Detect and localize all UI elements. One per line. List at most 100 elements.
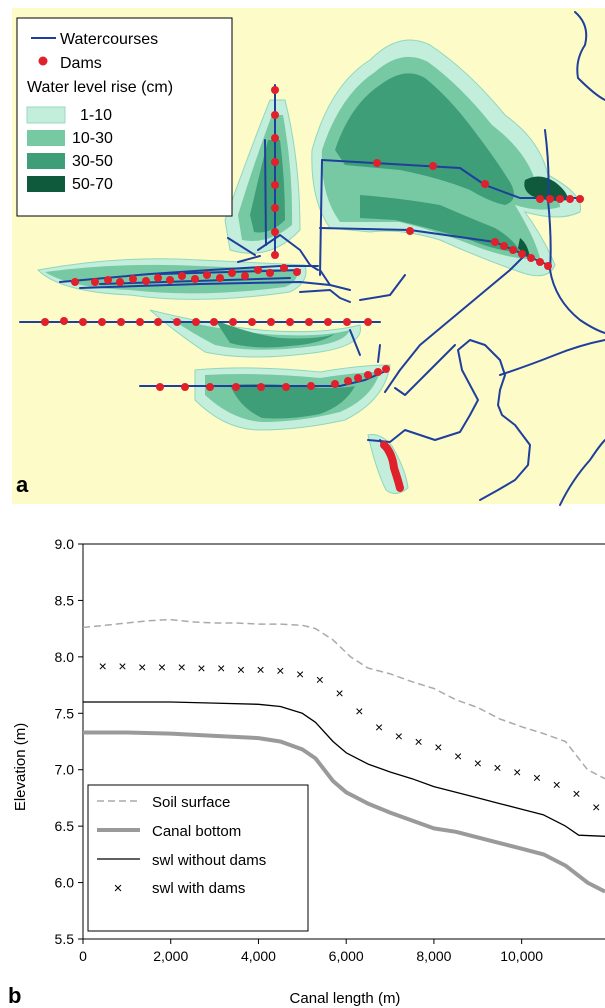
dam <box>354 374 362 382</box>
dam <box>228 269 236 277</box>
point-swl-with-dams: × <box>474 755 482 771</box>
dam <box>343 318 351 326</box>
dams <box>41 86 584 391</box>
dam <box>271 204 279 212</box>
dam <box>254 266 262 274</box>
legend-class-50-70: 50-70 <box>72 176 113 193</box>
dam <box>374 368 382 376</box>
dam <box>271 181 279 189</box>
dam <box>373 159 381 167</box>
dam <box>257 383 265 391</box>
x-tick-label: 0 <box>79 948 87 964</box>
dam <box>576 195 584 203</box>
panel-a-map: Watercourses Dams Water level rise (cm) … <box>12 8 605 506</box>
dam <box>271 251 279 259</box>
point-swl-with-dams: × <box>355 703 363 719</box>
dam <box>154 318 162 326</box>
y-tick-label: 5.5 <box>55 931 75 947</box>
dam <box>241 272 249 280</box>
dam <box>71 278 79 286</box>
point-swl-with-dams: × <box>217 660 225 676</box>
series-swl-without-dams <box>83 701 605 837</box>
point-swl-with-dams: × <box>592 799 600 815</box>
dam <box>267 318 275 326</box>
point-swl-with-dams: × <box>158 659 166 675</box>
dam <box>156 383 164 391</box>
dam <box>60 317 68 325</box>
point-swl-with-dams: × <box>296 666 304 682</box>
legend-class-30-50: 30-50 <box>72 153 113 170</box>
dam <box>546 195 554 203</box>
legend-swatch-30-50 <box>27 153 65 169</box>
dam <box>210 318 218 326</box>
dam <box>117 318 125 326</box>
dam <box>192 318 200 326</box>
legend-swl-with-dams: swl with dams <box>152 880 245 897</box>
dam <box>382 365 390 373</box>
dam <box>98 318 106 326</box>
point-swl-with-dams: × <box>375 719 383 735</box>
dam <box>104 276 112 284</box>
dam <box>481 180 489 188</box>
legend-swatch-10-30 <box>27 130 65 146</box>
legend-class-1-10: 1-10 <box>80 107 112 124</box>
dam <box>129 275 137 283</box>
point-swl-with-dams: × <box>493 759 501 775</box>
water-rise-zone-50-70 <box>518 176 568 258</box>
dam <box>500 242 508 250</box>
dam <box>536 195 544 203</box>
dam <box>307 382 315 390</box>
dam <box>248 318 256 326</box>
dam <box>305 318 313 326</box>
dam <box>142 277 150 285</box>
legend-swatch-1-10 <box>26 106 66 124</box>
y-tick-label: 8.0 <box>55 649 75 665</box>
series-canal-bottom <box>83 730 605 894</box>
point-swl-with-dams: × <box>572 785 580 801</box>
point-swl-with-dams: × <box>434 739 442 755</box>
dam <box>331 380 339 388</box>
dam <box>556 195 564 203</box>
dam-legend-symbol <box>38 56 48 66</box>
dam <box>271 86 279 94</box>
dam <box>41 318 49 326</box>
point-swl-with-dams: × <box>118 658 126 674</box>
x-tick-label: 10,000 <box>500 948 543 964</box>
dam <box>566 195 574 203</box>
dam <box>491 238 499 246</box>
dam <box>91 278 99 286</box>
dam <box>116 278 124 286</box>
dam <box>229 318 237 326</box>
point-swl-with-dams: × <box>513 764 521 780</box>
legend-dams: Dams <box>60 55 102 72</box>
point-swl-with-dams: × <box>395 728 403 744</box>
y-tick-label: 8.5 <box>55 592 75 608</box>
chart-legend-box <box>87 784 309 932</box>
dam <box>282 383 290 391</box>
dam <box>364 318 372 326</box>
dam <box>364 371 372 379</box>
dam <box>271 134 279 142</box>
series-soil-surface <box>82 618 605 780</box>
x-tick-label: 4,000 <box>241 948 276 964</box>
dam <box>136 318 144 326</box>
dam <box>203 271 211 279</box>
dam <box>154 274 162 282</box>
y-tick-label: 7.0 <box>55 762 75 778</box>
legend-watercourses: Watercourses <box>60 31 158 48</box>
dam <box>271 111 279 119</box>
dam <box>173 318 181 326</box>
y-tick-label: 7.5 <box>55 705 75 721</box>
dam <box>286 318 294 326</box>
point-swl-with-dams: × <box>99 658 107 674</box>
point-swl-with-dams: × <box>414 734 422 750</box>
chart-ticks: 5.5 6.0 6.5 7.0 7.5 8.0 8.5 9.0 0 2,000 4,000 6,000… <box>55 536 544 964</box>
point-swl-with-dams: × <box>257 661 265 677</box>
chart-series: × × × × × × × × × × × × × × × × × × × × × × × × × × <box>82 618 605 894</box>
dam <box>293 268 301 276</box>
point-swl-with-dams: × <box>316 671 324 687</box>
panel-label-a: a <box>16 472 29 497</box>
panel-label-b: b <box>8 983 21 1008</box>
legend-canal-bottom: Canal bottom <box>152 823 241 840</box>
